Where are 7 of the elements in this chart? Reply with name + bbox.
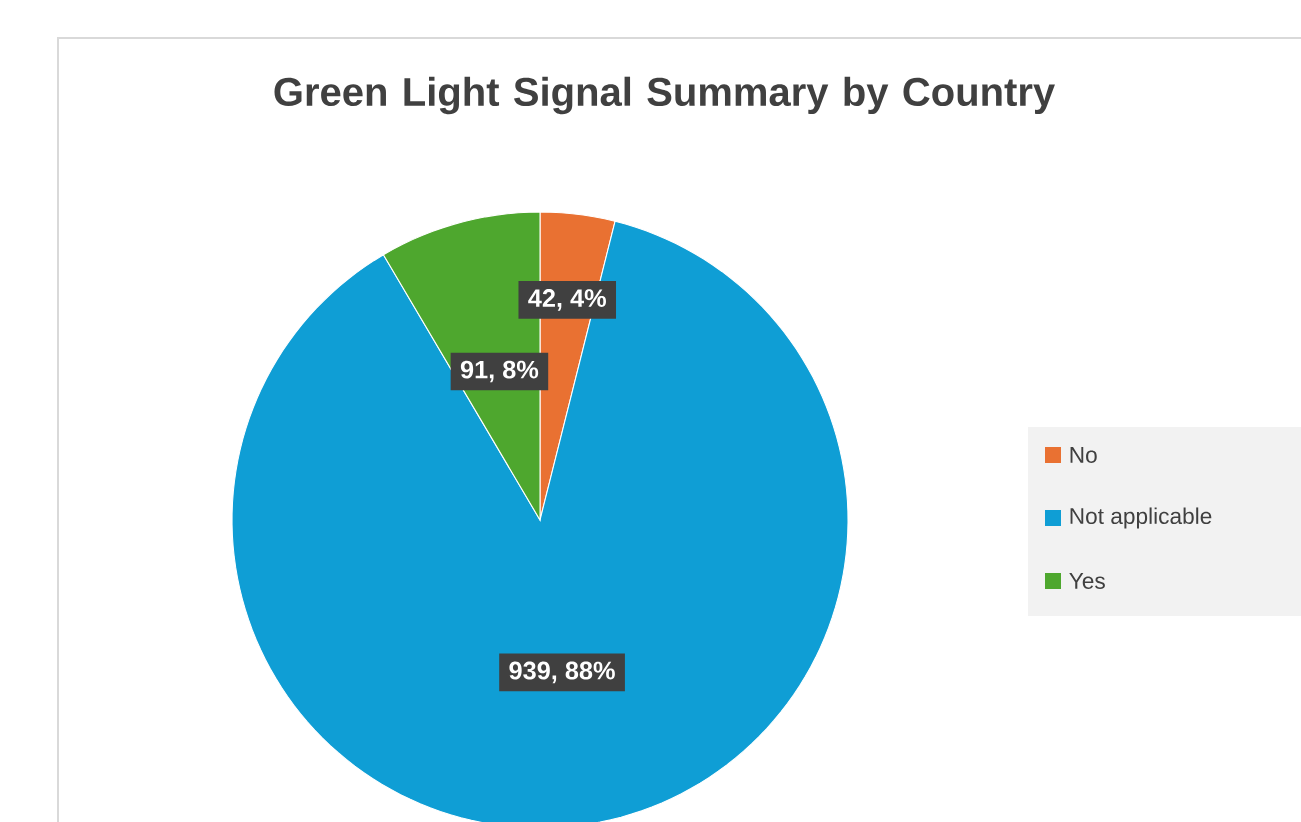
data-label: 91, 8% xyxy=(460,360,539,383)
data-label: 42, 4% xyxy=(528,289,606,311)
data-label: 939, 88% xyxy=(509,661,615,684)
chart-title: Green Light Signal Summary by Country xyxy=(274,76,1055,115)
legend-label: No xyxy=(1070,447,1097,463)
legend-label: Not applicable xyxy=(1070,507,1212,529)
legend-label: Yes xyxy=(1069,573,1105,589)
